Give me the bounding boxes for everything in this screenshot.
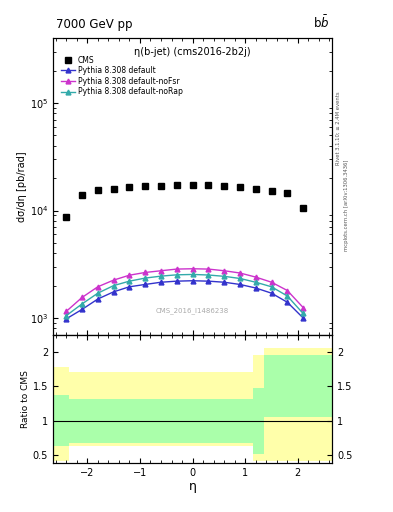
CMS: [174, 182, 179, 188]
Pythia 8.308 default-noRap: [190, 271, 195, 278]
CMS: [222, 183, 226, 189]
CMS: [285, 190, 290, 196]
Pythia 8.308 default-noFsr: [64, 308, 68, 314]
Pythia 8.308 default: [159, 279, 163, 285]
Pythia 8.308 default-noFsr: [238, 270, 242, 276]
Pythia 8.308 default-noFsr: [206, 266, 211, 272]
Line: Pythia 8.308 default-noFsr: Pythia 8.308 default-noFsr: [64, 266, 306, 314]
Pythia 8.308 default: [301, 315, 305, 321]
Pythia 8.308 default-noFsr: [222, 268, 226, 274]
Pythia 8.308 default-noRap: [238, 275, 242, 282]
CMS: [238, 184, 242, 190]
Pythia 8.308 default-noRap: [222, 273, 226, 280]
Line: CMS: CMS: [63, 181, 307, 221]
Pythia 8.308 default-noFsr: [174, 266, 179, 272]
CMS: [143, 183, 147, 189]
Pythia 8.308 default-noFsr: [253, 274, 258, 280]
Pythia 8.308 default-noFsr: [190, 266, 195, 272]
Pythia 8.308 default: [222, 279, 226, 285]
Pythia 8.308 default-noFsr: [111, 277, 116, 283]
Pythia 8.308 default-noRap: [269, 284, 274, 290]
Pythia 8.308 default-noRap: [64, 313, 68, 319]
Legend: CMS, Pythia 8.308 default, Pythia 8.308 default-noFsr, Pythia 8.308 default-noRa: CMS, Pythia 8.308 default, Pythia 8.308 …: [60, 54, 184, 98]
Pythia 8.308 default-noRap: [95, 290, 100, 296]
Pythia 8.308 default: [238, 282, 242, 288]
Pythia 8.308 default-noRap: [174, 272, 179, 278]
Pythia 8.308 default-noRap: [253, 279, 258, 285]
Pythia 8.308 default-noFsr: [301, 305, 305, 311]
Pythia 8.308 default: [95, 296, 100, 302]
Text: b$\bar{b}$: b$\bar{b}$: [313, 14, 329, 31]
Pythia 8.308 default: [253, 285, 258, 291]
Pythia 8.308 default-noRap: [285, 293, 290, 299]
X-axis label: η: η: [189, 480, 196, 493]
CMS: [206, 182, 211, 188]
Pythia 8.308 default-noFsr: [285, 287, 290, 293]
Pythia 8.308 default: [64, 316, 68, 322]
Pythia 8.308 default-noRap: [301, 310, 305, 316]
Pythia 8.308 default-noFsr: [127, 272, 132, 278]
Pythia 8.308 default-noFsr: [80, 294, 84, 301]
CMS: [269, 188, 274, 194]
Pythia 8.308 default: [143, 282, 147, 288]
CMS: [159, 183, 163, 189]
CMS: [253, 186, 258, 192]
Pythia 8.308 default-noRap: [159, 273, 163, 279]
Pythia 8.308 default: [285, 299, 290, 305]
Line: Pythia 8.308 default: Pythia 8.308 default: [64, 279, 306, 322]
Pythia 8.308 default: [269, 290, 274, 296]
Pythia 8.308 default: [206, 278, 211, 284]
Pythia 8.308 default: [174, 278, 179, 284]
Line: Pythia 8.308 default-noRap: Pythia 8.308 default-noRap: [64, 272, 306, 318]
Pythia 8.308 default-noFsr: [159, 268, 163, 274]
CMS: [111, 185, 116, 191]
Pythia 8.308 default: [127, 284, 132, 290]
Y-axis label: dσ/dη [pb/rad]: dσ/dη [pb/rad]: [17, 151, 27, 222]
Pythia 8.308 default-noRap: [127, 278, 132, 284]
Y-axis label: Ratio to CMS: Ratio to CMS: [21, 370, 30, 428]
Pythia 8.308 default: [80, 306, 84, 312]
Text: 7000 GeV pp: 7000 GeV pp: [56, 18, 132, 31]
Pythia 8.308 default-noFsr: [95, 284, 100, 290]
CMS: [80, 191, 84, 198]
CMS: [64, 214, 68, 220]
Pythia 8.308 default-noFsr: [269, 279, 274, 285]
CMS: [301, 205, 305, 211]
Text: CMS_2016_I1486238: CMS_2016_I1486238: [156, 307, 229, 314]
Pythia 8.308 default-noRap: [80, 301, 84, 307]
Pythia 8.308 default-noRap: [206, 272, 211, 278]
CMS: [190, 182, 195, 188]
Pythia 8.308 default-noRap: [143, 275, 147, 281]
Pythia 8.308 default: [190, 278, 195, 284]
Pythia 8.308 default: [111, 289, 116, 295]
Pythia 8.308 default-noFsr: [143, 269, 147, 275]
CMS: [127, 184, 132, 190]
Text: mcplots.cern.ch [arXiv:1306.3436]: mcplots.cern.ch [arXiv:1306.3436]: [344, 159, 349, 250]
CMS: [95, 187, 100, 193]
Text: Rivet 3.1.10; ≥ 2.4M events: Rivet 3.1.10; ≥ 2.4M events: [336, 91, 341, 165]
Pythia 8.308 default-noRap: [111, 283, 116, 289]
Text: η(b-jet) (cms2016-2b2j): η(b-jet) (cms2016-2b2j): [134, 47, 251, 57]
